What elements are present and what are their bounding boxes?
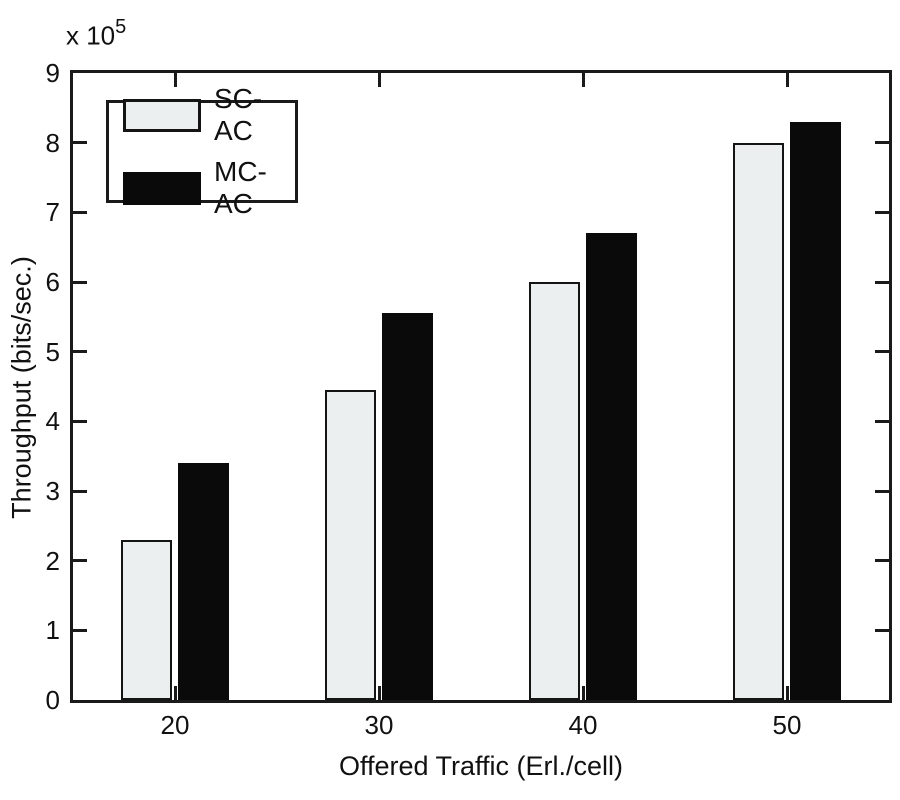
- bar-mc-ac-50: [790, 121, 841, 700]
- legend-label-mc-ac: MC-AC: [214, 156, 267, 219]
- x-tick-bottom-20: [173, 686, 177, 700]
- legend-label-sc-ac: SC-AC: [214, 83, 263, 146]
- x-tick-top-50: [785, 73, 789, 87]
- y-tick-left-7: [73, 210, 87, 214]
- y-tick-label-5: 5: [45, 336, 60, 367]
- y-tick-label-6: 6: [45, 267, 60, 297]
- bar-mc-ac-20: [178, 463, 229, 700]
- legend-item-mc-ac: MC-AC: [123, 156, 295, 220]
- legend-item-sc-ac: SC-AC: [123, 83, 295, 147]
- ticks-layer: [73, 73, 889, 700]
- y-tick-right-4: [875, 419, 889, 423]
- y-axis-exponent-base: x 10: [66, 20, 116, 51]
- bar-sc-ac-50: [733, 142, 784, 700]
- bars-layer: [73, 73, 889, 700]
- x-axis-title: Offered Traffic (Erl./cell): [338, 751, 624, 781]
- y-tick-left-8: [73, 141, 87, 145]
- x-tick-top-20: [173, 73, 177, 87]
- y-tick-left-2: [73, 559, 87, 563]
- x-tick-top-40: [581, 73, 585, 87]
- y-tick-left-6: [73, 280, 87, 284]
- bar-mc-ac-40: [586, 233, 637, 700]
- bar-sc-ac-40: [529, 282, 580, 700]
- plot-area: SC-AC MC-AC: [70, 70, 892, 703]
- y-tick-label-0: 0: [45, 685, 60, 715]
- y-tick-label-2: 2: [45, 545, 60, 576]
- y-tick-label-7: 7: [45, 197, 60, 228]
- legend: SC-AC MC-AC: [106, 83, 298, 219]
- legend-swatch-mc-ac: [123, 171, 201, 205]
- x-tick-label-20: 20: [160, 710, 190, 740]
- y-tick-label-3: 3: [45, 476, 60, 506]
- y-axis-title: Throughput (bits/sec.): [6, 256, 37, 519]
- bar-sc-ac-30: [325, 389, 376, 700]
- y-tick-left-1: [73, 628, 87, 632]
- bar-mc-ac-30: [382, 313, 433, 700]
- x-tick-label-30: 30: [364, 710, 394, 740]
- y-tick-right-7: [875, 210, 889, 214]
- y-tick-right-6: [875, 280, 889, 284]
- y-axis-exponent-label: x 105: [66, 16, 127, 52]
- x-tick-bottom-50: [785, 686, 789, 700]
- y-tick-label-9: 9: [45, 58, 60, 88]
- y-tick-left-4: [73, 419, 87, 423]
- x-tick-top-30: [377, 73, 381, 87]
- y-tick-right-8: [875, 141, 889, 145]
- x-tick-bottom-30: [377, 686, 381, 700]
- bar-sc-ac-20: [121, 539, 172, 700]
- y-tick-label-4: 4: [45, 406, 60, 437]
- y-tick-right-5: [875, 350, 889, 354]
- x-tick-label-40: 40: [568, 710, 598, 740]
- y-tick-right-2: [875, 559, 889, 563]
- y-tick-left-5: [73, 350, 87, 354]
- legend-swatch-sc-ac: [123, 98, 201, 132]
- y-tick-label-1: 1: [45, 615, 60, 646]
- y-tick-right-1: [875, 628, 889, 632]
- y-tick-right-3: [875, 489, 889, 493]
- x-tick-bottom-40: [581, 686, 585, 700]
- y-tick-label-8: 8: [45, 127, 60, 158]
- y-tick-left-3: [73, 489, 87, 493]
- y-axis-exponent-power: 5: [115, 16, 127, 38]
- x-tick-label-50: 50: [772, 710, 802, 740]
